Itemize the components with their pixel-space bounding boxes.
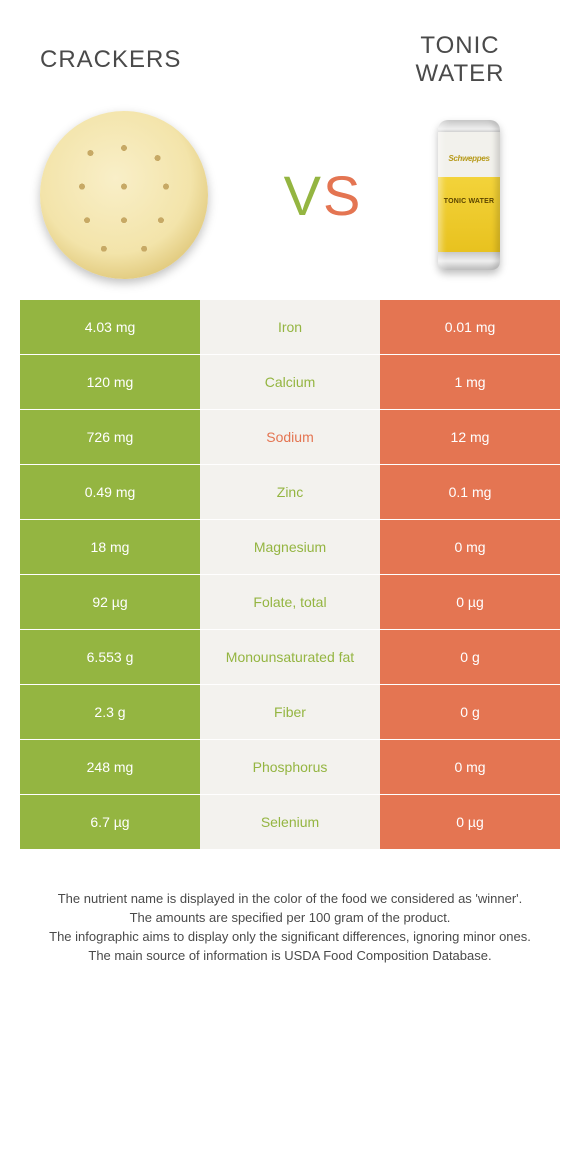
left-food-title: CRACKERS <box>40 46 220 74</box>
nutrient-name: Folate, total <box>200 575 380 629</box>
left-value: 92 µg <box>20 575 200 629</box>
vs-letter-v: V <box>284 164 323 227</box>
right-value: 0 µg <box>380 795 560 849</box>
footer-line-4: The main source of information is USDA F… <box>30 947 550 966</box>
nutrient-name: Iron <box>200 300 380 354</box>
image-row: VS Schweppes TONIC WATER <box>0 110 580 300</box>
nutrient-name: Monounsaturated fat <box>200 630 380 684</box>
tonic-can-icon: Schweppes TONIC WATER <box>438 120 500 270</box>
nutrient-row: 92 µgFolate, total0 µg <box>20 575 560 630</box>
right-value: 0 g <box>380 630 560 684</box>
nutrient-name: Zinc <box>200 465 380 519</box>
right-value: 0 g <box>380 685 560 739</box>
nutrient-row: 0.49 mgZinc0.1 mg <box>20 465 560 520</box>
footer-notes: The nutrient name is displayed in the co… <box>0 850 580 965</box>
footer-line-1: The nutrient name is displayed in the co… <box>30 890 550 909</box>
nutrient-name: Fiber <box>200 685 380 739</box>
nutrient-name: Sodium <box>200 410 380 464</box>
nutrient-row: 120 mgCalcium1 mg <box>20 355 560 410</box>
right-value: 0 mg <box>380 740 560 794</box>
left-value: 2.3 g <box>20 685 200 739</box>
nutrient-row: 726 mgSodium12 mg <box>20 410 560 465</box>
left-value: 6.7 µg <box>20 795 200 849</box>
right-value: 0 µg <box>380 575 560 629</box>
right-value: 0 mg <box>380 520 560 574</box>
vs-letter-s: S <box>323 164 362 227</box>
nutrient-table: 4.03 mgIron0.01 mg120 mgCalcium1 mg726 m… <box>20 300 560 850</box>
footer-line-3: The infographic aims to display only the… <box>30 928 550 947</box>
nutrient-row: 248 mgPhosphorus0 mg <box>20 740 560 795</box>
cracker-icon <box>40 111 208 279</box>
nutrient-name: Calcium <box>200 355 380 409</box>
nutrient-name: Phosphorus <box>200 740 380 794</box>
left-value: 120 mg <box>20 355 200 409</box>
right-value: 0.1 mg <box>380 465 560 519</box>
left-value: 4.03 mg <box>20 300 200 354</box>
nutrient-row: 18 mgMagnesium0 mg <box>20 520 560 575</box>
right-value: 12 mg <box>380 410 560 464</box>
nutrient-name: Selenium <box>200 795 380 849</box>
nutrient-row: 6.7 µgSelenium0 µg <box>20 795 560 850</box>
nutrient-row: 4.03 mgIron0.01 mg <box>20 300 560 355</box>
nutrient-row: 6.553 gMonounsaturated fat0 g <box>20 630 560 685</box>
right-food-title: TONIC WATER <box>380 32 540 87</box>
footer-line-2: The amounts are specified per 100 gram o… <box>30 909 550 928</box>
nutrient-row: 2.3 gFiber0 g <box>20 685 560 740</box>
right-value: 1 mg <box>380 355 560 409</box>
left-value: 6.553 g <box>20 630 200 684</box>
can-brand-text: Schweppes <box>438 154 500 163</box>
nutrient-name: Magnesium <box>200 520 380 574</box>
left-value: 0.49 mg <box>20 465 200 519</box>
left-value: 248 mg <box>20 740 200 794</box>
vs-label: VS <box>284 163 363 228</box>
left-value: 18 mg <box>20 520 200 574</box>
can-label-text: TONIC WATER <box>438 198 500 206</box>
header-row: CRACKERS TONIC WATER <box>0 0 580 110</box>
right-value: 0.01 mg <box>380 300 560 354</box>
left-value: 726 mg <box>20 410 200 464</box>
